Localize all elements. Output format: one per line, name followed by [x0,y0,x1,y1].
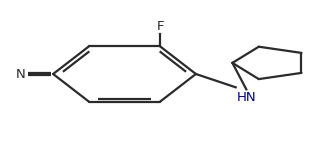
Text: N: N [16,67,26,81]
Text: F: F [156,20,164,33]
Text: HN: HN [237,91,257,104]
